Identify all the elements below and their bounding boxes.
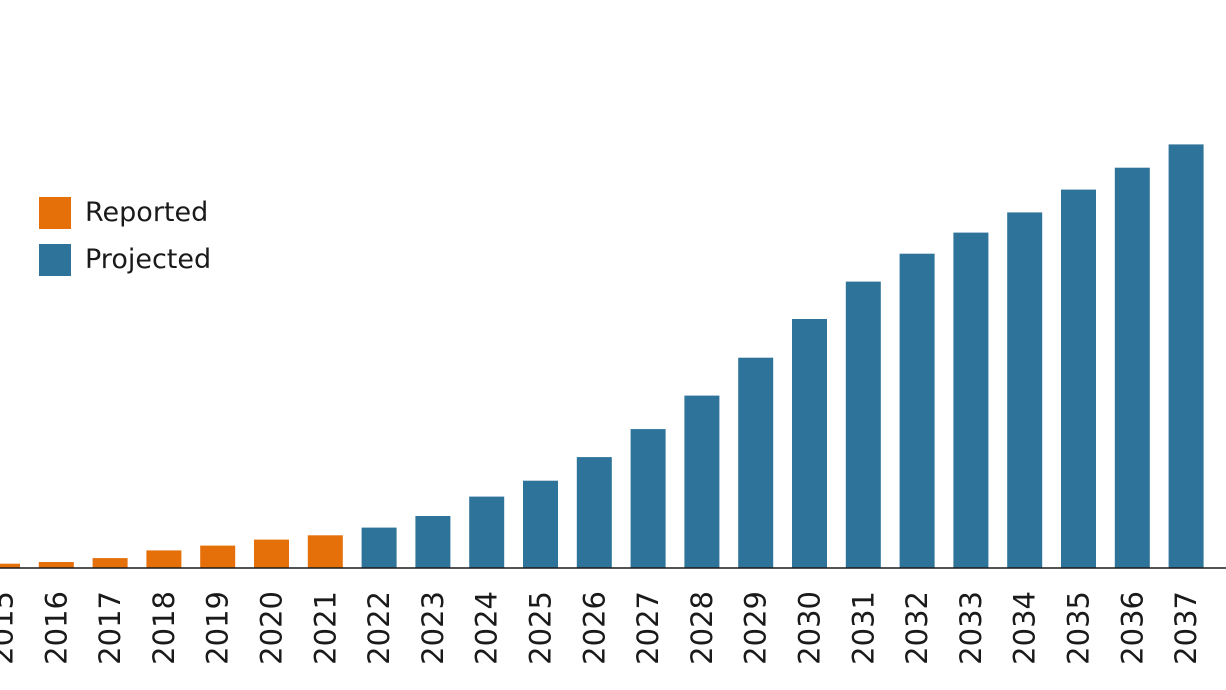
bar-projected-2030 — [792, 319, 827, 568]
x-tick-labels: 2015 2016 2017 2018 2019 2020 2021 2022 2023 2024… — [0, 591, 1203, 665]
x-tick-label: 2018 — [147, 591, 181, 665]
bar-projected-2025 — [523, 480, 558, 568]
bar-projected-2036 — [1114, 167, 1150, 568]
bar-reported-2020 — [254, 539, 289, 568]
x-tick-label: 2037 — [1169, 591, 1203, 665]
bar-projected-2034 — [1007, 212, 1043, 568]
x-tick-label: 2027 — [631, 591, 665, 665]
bars-layer — [0, 144, 1204, 568]
bar-reported-2021 — [307, 535, 343, 568]
bar-projected-2023 — [415, 516, 451, 568]
legend-swatch-projected — [39, 243, 71, 276]
bar-reported-2018 — [146, 550, 182, 568]
x-tick-label: 2015 — [0, 591, 20, 665]
x-tick-label: 2021 — [308, 591, 342, 665]
x-tick-label: 2023 — [416, 591, 450, 665]
legend-item-projected: Projected — [39, 243, 211, 276]
legend-label-projected: Projected — [85, 243, 212, 275]
bar-reported-2015 — [0, 563, 20, 568]
x-tick-label: 2032 — [900, 591, 934, 665]
x-tick-label: 2034 — [1008, 591, 1042, 665]
x-tick-label: 2022 — [362, 591, 396, 665]
bar-projected-2028 — [684, 395, 720, 568]
x-tick-label: 2020 — [255, 591, 289, 665]
x-tick-label: 2025 — [524, 591, 558, 665]
x-tick-label: 2035 — [1062, 591, 1096, 665]
legend-label-reported: Reported — [85, 196, 209, 228]
bar-projected-2033 — [953, 232, 989, 568]
x-tick-label: 2031 — [846, 591, 880, 665]
x-tick-label: 2029 — [739, 591, 773, 665]
legend-item-reported: Reported — [39, 196, 211, 229]
bar-projected-2035 — [1061, 189, 1096, 568]
bar-projected-2029 — [738, 357, 774, 568]
bar-projected-2037 — [1168, 144, 1204, 568]
bar-projected-2032 — [899, 253, 935, 568]
x-tick-label: 2030 — [793, 591, 827, 665]
x-tick-label: 2019 — [201, 591, 235, 665]
x-tick-label: 2033 — [954, 591, 988, 665]
x-tick-label: 2036 — [1115, 591, 1149, 665]
x-tick-label: 2028 — [685, 591, 719, 665]
bar-reported-2019 — [200, 545, 236, 568]
bar-reported-2017 — [92, 558, 128, 568]
x-tick-label: 2016 — [39, 591, 73, 665]
legend: Reported Projected — [39, 196, 211, 290]
bar-projected-2026 — [576, 457, 612, 568]
legend-swatch-reported — [39, 196, 71, 229]
bar-reported-2016 — [38, 562, 74, 568]
x-tick-label: 2024 — [470, 591, 504, 665]
x-tick-label: 2017 — [93, 591, 127, 665]
bar-projected-2024 — [469, 496, 505, 568]
bar-projected-2031 — [845, 281, 881, 568]
bar-projected-2027 — [630, 429, 666, 568]
x-tick-label: 2026 — [577, 591, 611, 665]
bar-projected-2022 — [361, 527, 397, 568]
